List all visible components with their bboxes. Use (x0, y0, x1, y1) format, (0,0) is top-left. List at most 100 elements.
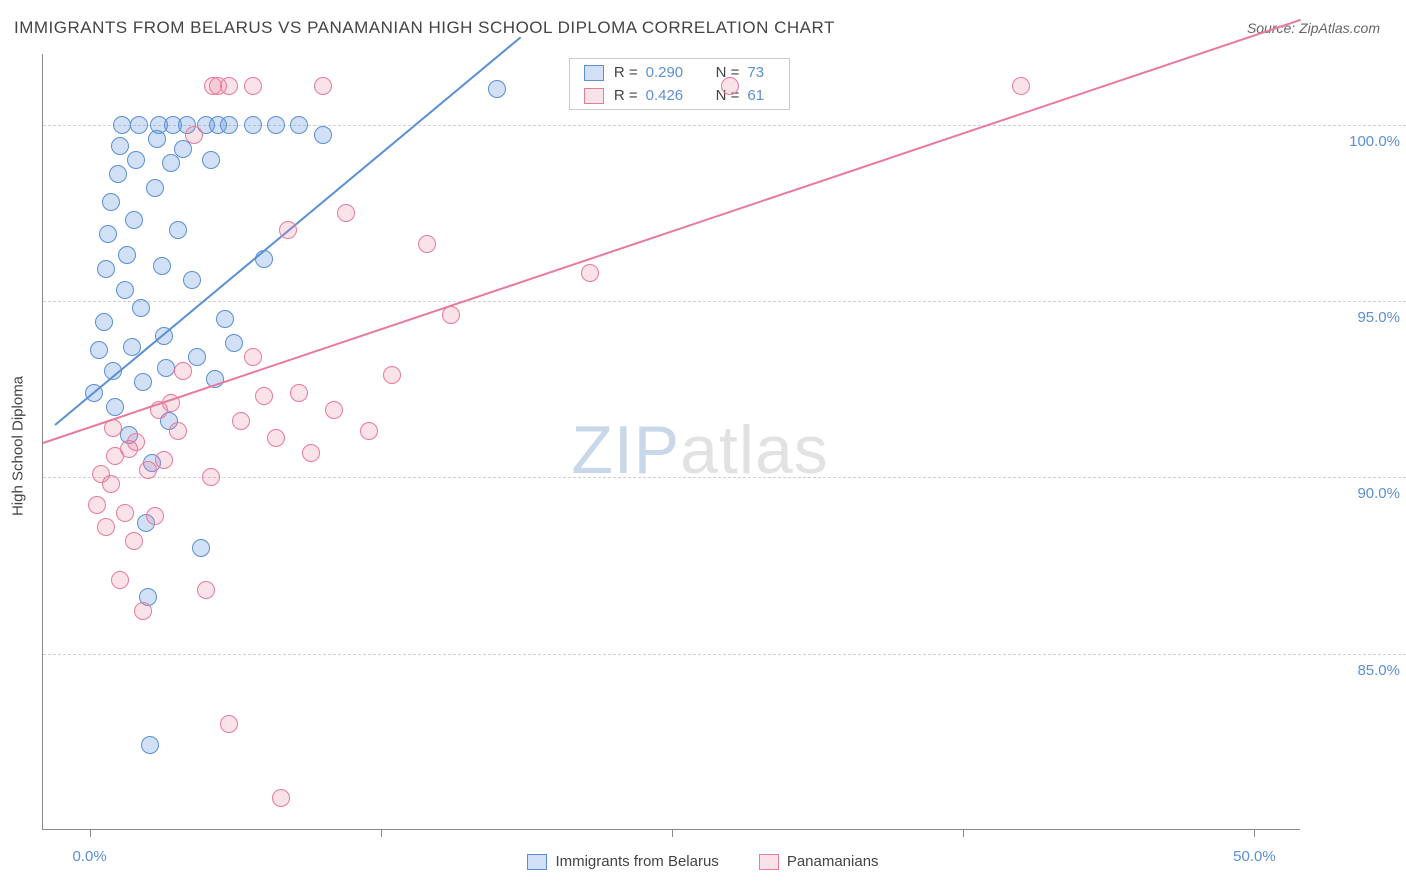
data-point (279, 221, 297, 239)
series-legend: Immigrants from Belarus Panamanians (0, 853, 1406, 870)
data-point (225, 334, 243, 352)
plot-area: ZIPatlas R =0.290N =73R =0.426N =61 85.0… (42, 54, 1300, 830)
data-point (290, 116, 308, 134)
data-point (134, 373, 152, 391)
data-point (169, 221, 187, 239)
data-point (1012, 77, 1030, 95)
data-point (267, 429, 285, 447)
data-point (488, 80, 506, 98)
data-point (220, 77, 238, 95)
data-point (157, 359, 175, 377)
data-point (99, 225, 117, 243)
data-point (272, 789, 290, 807)
data-point (125, 211, 143, 229)
data-point (232, 412, 250, 430)
data-point (383, 366, 401, 384)
data-point (244, 348, 262, 366)
x-tick (381, 829, 382, 837)
data-point (197, 581, 215, 599)
data-point (314, 77, 332, 95)
legend-swatch (584, 88, 604, 104)
r-value: 0.426 (646, 87, 700, 104)
r-label: R = (614, 64, 638, 81)
source-label: Source: ZipAtlas.com (1247, 20, 1380, 36)
r-value: 0.290 (646, 64, 700, 81)
chart-title: IMMIGRANTS FROM BELARUS VS PANAMANIAN HI… (14, 18, 835, 38)
data-point (106, 398, 124, 416)
data-point (109, 165, 127, 183)
data-point (418, 235, 436, 253)
data-point (202, 468, 220, 486)
gridline (43, 301, 1406, 302)
x-tick (672, 829, 673, 837)
data-point (139, 461, 157, 479)
x-tick (963, 829, 964, 837)
y-tick-label: 85.0% (1310, 662, 1400, 679)
data-point (255, 250, 273, 268)
legend-row: R =0.290N =73 (570, 61, 790, 84)
y-tick-label: 100.0% (1310, 133, 1400, 150)
data-point (185, 126, 203, 144)
y-axis-label: High School Diploma (10, 376, 27, 516)
data-point (302, 444, 320, 462)
correlation-legend: R =0.290N =73R =0.426N =61 (569, 58, 791, 110)
data-point (130, 116, 148, 134)
data-point (116, 504, 134, 522)
data-point (255, 387, 273, 405)
data-point (90, 341, 108, 359)
gridline (43, 477, 1406, 478)
data-point (244, 116, 262, 134)
data-point (125, 532, 143, 550)
legend-swatch (584, 65, 604, 81)
legend-label: Panamanians (787, 853, 879, 870)
legend-item: Panamanians (759, 853, 879, 870)
data-point (111, 571, 129, 589)
x-tick (1254, 829, 1255, 837)
n-value: 73 (747, 64, 775, 81)
data-point (216, 310, 234, 328)
data-point (146, 179, 164, 197)
data-point (132, 299, 150, 317)
data-point (116, 281, 134, 299)
data-point (721, 77, 739, 95)
data-point (97, 518, 115, 536)
data-point (169, 422, 187, 440)
data-point (97, 260, 115, 278)
data-point (267, 116, 285, 134)
data-point (337, 204, 355, 222)
legend-label: Immigrants from Belarus (555, 853, 718, 870)
data-point (290, 384, 308, 402)
data-point (134, 602, 152, 620)
x-tick (90, 829, 91, 837)
n-value: 61 (747, 87, 775, 104)
data-point (325, 401, 343, 419)
data-point (88, 496, 106, 514)
data-point (581, 264, 599, 282)
data-point (220, 116, 238, 134)
y-tick-label: 95.0% (1310, 309, 1400, 326)
data-point (118, 246, 136, 264)
data-point (155, 451, 173, 469)
legend-swatch (759, 854, 779, 870)
data-point (141, 736, 159, 754)
data-point (188, 348, 206, 366)
gridline (43, 654, 1406, 655)
r-label: R = (614, 87, 638, 104)
data-point (360, 422, 378, 440)
data-point (111, 137, 129, 155)
data-point (146, 507, 164, 525)
data-point (113, 116, 131, 134)
data-point (174, 362, 192, 380)
legend-swatch (527, 854, 547, 870)
data-point (127, 151, 145, 169)
data-point (95, 313, 113, 331)
data-point (127, 433, 145, 451)
data-point (314, 126, 332, 144)
data-point (102, 193, 120, 211)
data-point (202, 151, 220, 169)
data-point (244, 77, 262, 95)
data-point (220, 715, 238, 733)
data-point (102, 475, 120, 493)
legend-row: R =0.426N =61 (570, 84, 790, 107)
data-point (192, 539, 210, 557)
